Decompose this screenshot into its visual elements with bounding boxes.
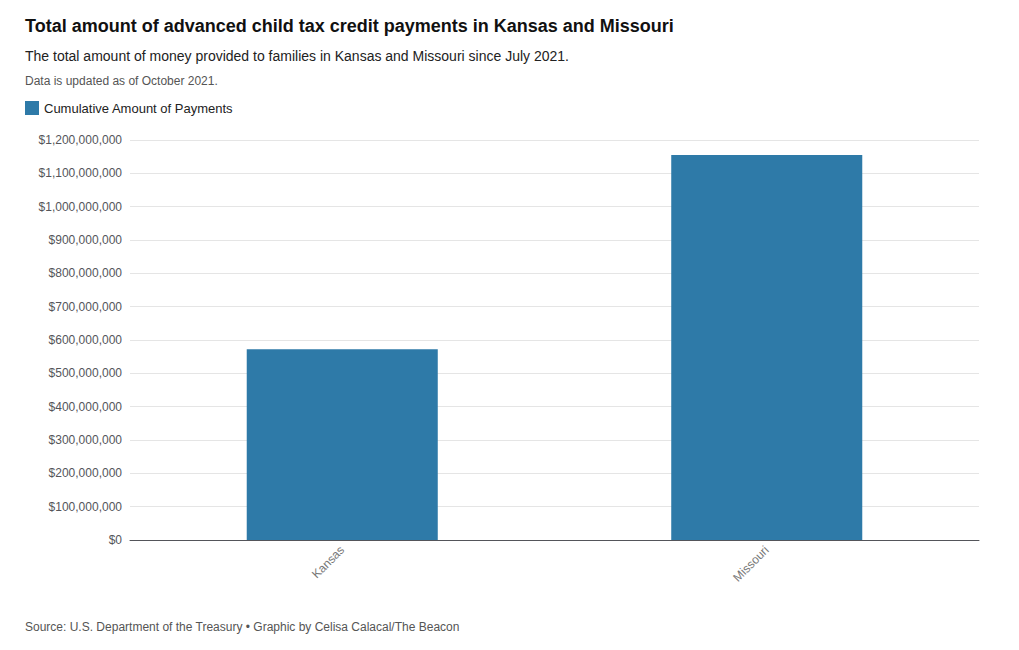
svg-text:$600,000,000: $600,000,000 bbox=[49, 333, 123, 347]
svg-text:$200,000,000: $200,000,000 bbox=[49, 466, 123, 480]
svg-text:$300,000,000: $300,000,000 bbox=[49, 433, 123, 447]
svg-text:Data is updated as of October: Data is updated as of October 2021. bbox=[25, 74, 218, 88]
svg-text:Source: U.S. Department of the: Source: U.S. Department of the Treasury … bbox=[25, 620, 459, 634]
svg-text:$700,000,000: $700,000,000 bbox=[49, 300, 123, 314]
svg-text:$0: $0 bbox=[109, 533, 123, 547]
svg-text:$400,000,000: $400,000,000 bbox=[49, 400, 123, 414]
svg-text:$800,000,000: $800,000,000 bbox=[49, 266, 123, 280]
svg-text:$1,000,000,000: $1,000,000,000 bbox=[39, 200, 123, 214]
svg-text:Cumulative Amount of Payments: Cumulative Amount of Payments bbox=[44, 101, 233, 116]
svg-text:$1,200,000,000: $1,200,000,000 bbox=[39, 133, 123, 147]
svg-text:$100,000,000: $100,000,000 bbox=[49, 500, 123, 514]
svg-text:$500,000,000: $500,000,000 bbox=[49, 366, 123, 380]
svg-text:$1,100,000,000: $1,100,000,000 bbox=[39, 166, 123, 180]
svg-text:$900,000,000: $900,000,000 bbox=[49, 233, 123, 247]
svg-text:Total amount of advanced child: Total amount of advanced child tax credi… bbox=[25, 16, 674, 36]
svg-text:Kansas: Kansas bbox=[309, 543, 347, 581]
svg-text:Missouri: Missouri bbox=[730, 543, 771, 584]
svg-text:The total amount of money prov: The total amount of money provided to fa… bbox=[25, 48, 569, 64]
